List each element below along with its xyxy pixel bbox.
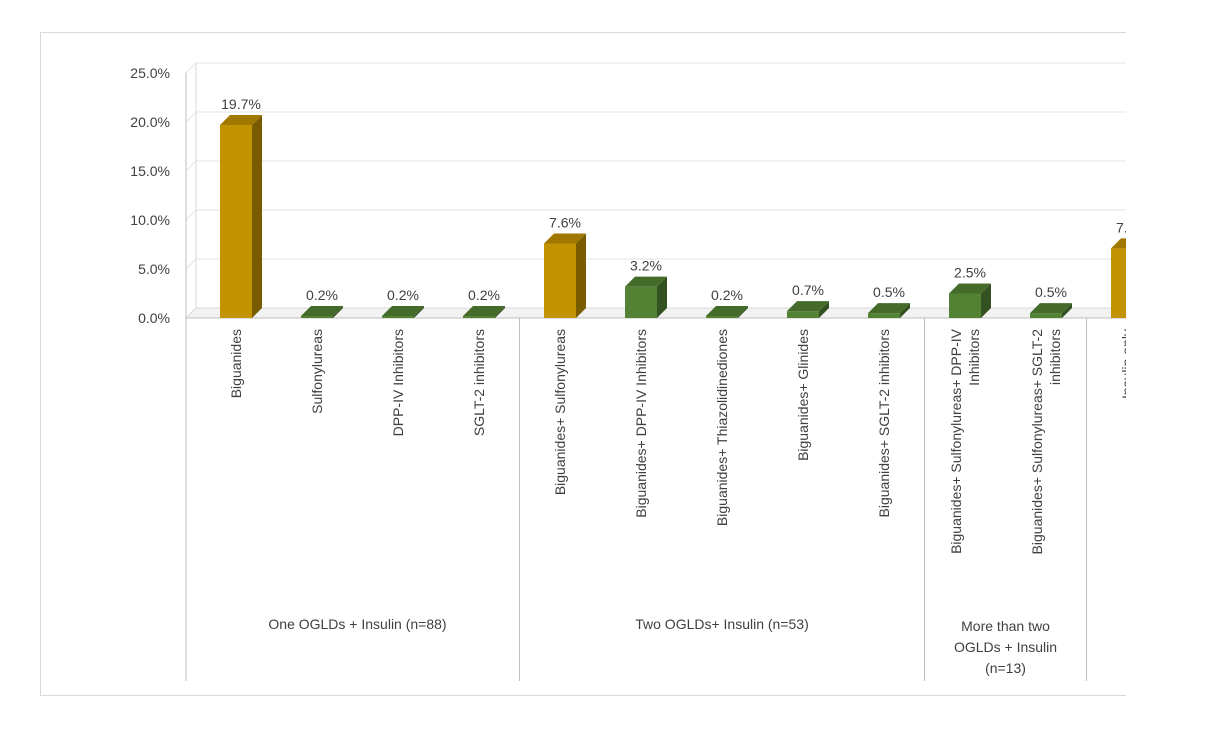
category-label: DPP-IV Inhibitors [390, 329, 406, 436]
gridline-diagonal [185, 160, 197, 172]
chart-svg: 0.0% 5.0% 10.0% 15.0% 20.0% 25.0% One OGLDs + … [130, 62, 1126, 681]
bar-side [657, 276, 667, 318]
category-label: Inhibitors [966, 329, 982, 386]
gridline-diagonal [185, 258, 197, 270]
chart-frame: 0.0% 5.0% 10.0% 15.0% 20.0% 25.0% One OGLDs + … [40, 32, 1126, 696]
data-label: 0.2% [306, 287, 338, 303]
bar-side [738, 306, 748, 318]
category-label: inhibitors [1047, 329, 1063, 385]
category-label: Biguanides [228, 329, 244, 398]
bar-top [1030, 303, 1072, 314]
category-label: Sulfonylureas [309, 329, 325, 414]
bar [706, 316, 738, 318]
data-label: 0.2% [387, 287, 419, 303]
gridline-diagonal [185, 62, 197, 74]
category-label: Biguanides+ Sulfonylureas+ SGLT-2 [1029, 329, 1045, 555]
bar-side [333, 306, 343, 318]
data-label: 0.5% [1035, 284, 1067, 300]
gridline-diagonal [185, 111, 197, 123]
bar-top [625, 276, 667, 287]
category-label: Biguanides+ Sulfonylureas [552, 329, 568, 495]
bar-side [900, 303, 910, 318]
bar [220, 124, 252, 318]
bar-top [463, 306, 505, 316]
data-label: 0.2% [468, 287, 500, 303]
y-tick-label: 15.0% [130, 163, 170, 179]
y-tick-label: 5.0% [138, 261, 170, 277]
category-label: Biguanides+ Thiazolidinediones [714, 329, 730, 526]
bar-top [949, 283, 991, 294]
data-label: 7.1% [1116, 219, 1126, 235]
bar-side [981, 283, 991, 318]
category-label: Biguanides+ Glinides [795, 329, 811, 461]
group-label: (n=13) [985, 660, 1026, 676]
bar [787, 311, 819, 318]
bar-top [706, 306, 748, 316]
bar [1111, 248, 1126, 318]
bar-top [544, 233, 586, 244]
data-label: 3.2% [630, 258, 662, 274]
data-label: 0.5% [873, 284, 905, 300]
category-label: Biguanides+ SGLT-2 inhibitors [876, 329, 892, 517]
bar-top [787, 301, 829, 312]
bar [301, 316, 333, 318]
group-label: OGLDs + Insulin [954, 639, 1057, 655]
bar-top [301, 306, 343, 316]
bar [868, 313, 900, 318]
category-label: Biguanides+ Sulfonylureas+ DPP-IV [948, 328, 964, 554]
category-label: SGLT-2 inhibitors [471, 329, 487, 436]
group-label: One OGLDs + Insulin (n=88) [268, 616, 446, 632]
bar-top [868, 303, 910, 314]
y-tick-label: 10.0% [130, 212, 170, 228]
bar [625, 286, 657, 318]
bar [544, 243, 576, 318]
bar [949, 293, 981, 318]
bar [382, 316, 414, 318]
data-label: 19.7% [221, 96, 261, 112]
data-label: 0.7% [792, 282, 824, 298]
bar-top [220, 114, 262, 125]
category-label: Insulin only [1119, 329, 1126, 399]
group-label: More than two [961, 618, 1050, 634]
bar [1030, 313, 1062, 318]
bar-side [252, 114, 262, 318]
bar-top [382, 306, 424, 316]
y-tick-label: 25.0% [130, 65, 170, 81]
bar-top [1111, 238, 1126, 249]
category-label: Biguanides+ DPP-IV Inhibitors [633, 329, 649, 518]
y-tick-label: 0.0% [138, 310, 170, 326]
gridline-diagonal [185, 209, 197, 221]
bar-side [414, 306, 424, 318]
data-label: 2.5% [954, 265, 986, 281]
bar [463, 316, 495, 318]
bar-side [819, 301, 829, 318]
data-label: 7.6% [549, 215, 581, 231]
data-label: 0.2% [711, 287, 743, 303]
bar-side [495, 306, 505, 318]
y-tick-label: 20.0% [130, 114, 170, 130]
bar-side [1062, 303, 1072, 318]
group-label: Two OGLDs+ Insulin (n=53) [635, 616, 809, 632]
bar-side [576, 233, 586, 318]
